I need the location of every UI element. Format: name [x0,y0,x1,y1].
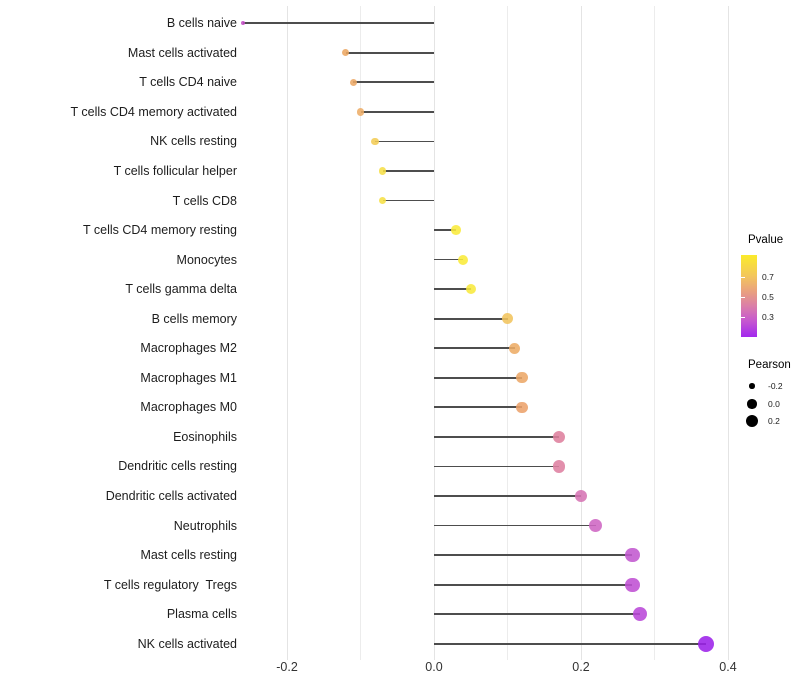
lollipop-dot [349,78,357,86]
category-label: Mast cells resting [140,548,237,563]
category-label: Dendritic cells resting [118,459,237,474]
lollipop-stem [434,436,559,438]
colorbar-tick-mark [741,297,745,298]
pearson-legend-label: -0.2 [768,381,783,391]
x-tick-label: 0.4 [719,660,737,674]
gridline-major [433,6,435,660]
gridline-major [580,6,582,660]
lollipop-dot [465,284,476,295]
lollipop-dot [458,254,469,265]
lollipop-dot [371,137,380,146]
pearson-legend-dot [747,399,757,409]
x-tick-label: 0.0 [425,660,443,674]
lollipop-stem [434,347,515,350]
category-label: Macrophages M1 [140,370,237,385]
lollipop-dot [509,342,521,354]
pearson-legend-label: 0.2 [768,416,780,426]
lollipop-stem [434,376,523,379]
lollipop-dot [625,577,640,592]
pearson-legend-dot [745,414,759,428]
gridline-major [286,6,288,660]
lollipop-dot [589,518,603,533]
category-label: Macrophages M0 [140,400,237,415]
category-label: T cells CD4 memory activated [70,104,238,119]
category-label: T cells CD8 [172,193,237,208]
lollipop-stem [434,406,523,409]
lollipop-dot [697,635,714,652]
lollipop-dot [356,108,365,116]
lollipop-stem [353,81,434,84]
lollipop-stem [434,465,559,468]
category-label: T cells follicular helper [113,163,237,178]
lollipop-dot [552,430,566,444]
category-label: NK cells resting [150,134,237,149]
lollipop-dot [625,548,640,563]
lollipop-dot [378,196,387,205]
lollipop-stem [434,288,471,291]
lollipop-stem [375,140,434,143]
category-label: Mast cells activated [127,45,237,60]
lollipop-dot [516,401,528,414]
category-label: Eosinophils [173,429,237,444]
lollipop-dot [552,460,566,473]
gridline-minor [360,6,361,660]
lollipop-stem [434,554,633,556]
pvalue-colorbar [741,255,757,337]
category-label: T cells CD4 memory resting [83,223,237,238]
colorbar-tick-mark [741,317,745,318]
lollipop-stem [382,170,434,172]
category-label: Plasma cells [166,607,237,622]
category-label: NK cells activated [137,636,237,651]
category-label: T cells CD4 naive [139,75,237,90]
category-label: B cells naive [166,16,237,31]
category-label: Macrophages M2 [140,341,237,356]
lollipop-stem [434,495,581,497]
x-tick-label: 0.2 [572,660,590,674]
lollipop-stem [434,317,508,320]
lollipop-stem [434,583,633,586]
lollipop-dot [632,607,647,622]
gridline-major [727,6,729,660]
x-tick-label: -0.2 [276,660,298,674]
pearson-legend-label: 0.0 [768,399,780,409]
category-label: Dendritic cells activated [105,489,237,503]
lollipop-dot [574,489,588,503]
pearson-legend-dot [749,383,755,389]
lollipop-stem [434,258,464,261]
category-label: Neutrophils [173,518,237,533]
lollipop-stem [434,229,457,231]
lollipop-dot [240,21,246,26]
lollipop-stem [360,110,434,113]
lollipop-dot [516,372,528,384]
colorbar-tick-label: 0.5 [762,292,774,302]
colorbar-tick-label: 0.3 [762,312,774,322]
category-label: T cells gamma delta [125,282,237,297]
lollipop-dot [378,166,387,175]
lollipop-stem [434,613,640,616]
lollipop-stem [345,51,434,54]
lollipop-dot [501,313,514,325]
category-label: B cells memory [151,311,237,326]
category-label: T cells regulatory Tregs [103,577,237,592]
gridline-minor [507,6,508,660]
lollipop-stem [434,642,706,645]
lollipop-stem [382,199,434,202]
colorbar-tick-label: 0.7 [762,272,774,282]
lollipop-stem [434,524,596,527]
pearson-legend-title: Pearson [748,359,791,371]
lollipop-stem [242,22,434,25]
category-label: Monocytes [176,252,237,267]
lollipop-dot [342,49,350,57]
gridline-minor [654,6,655,660]
colorbar-tick-mark [741,277,745,278]
pvalue-legend-title: Pvalue [748,234,784,246]
lollipop-dot [451,225,461,235]
